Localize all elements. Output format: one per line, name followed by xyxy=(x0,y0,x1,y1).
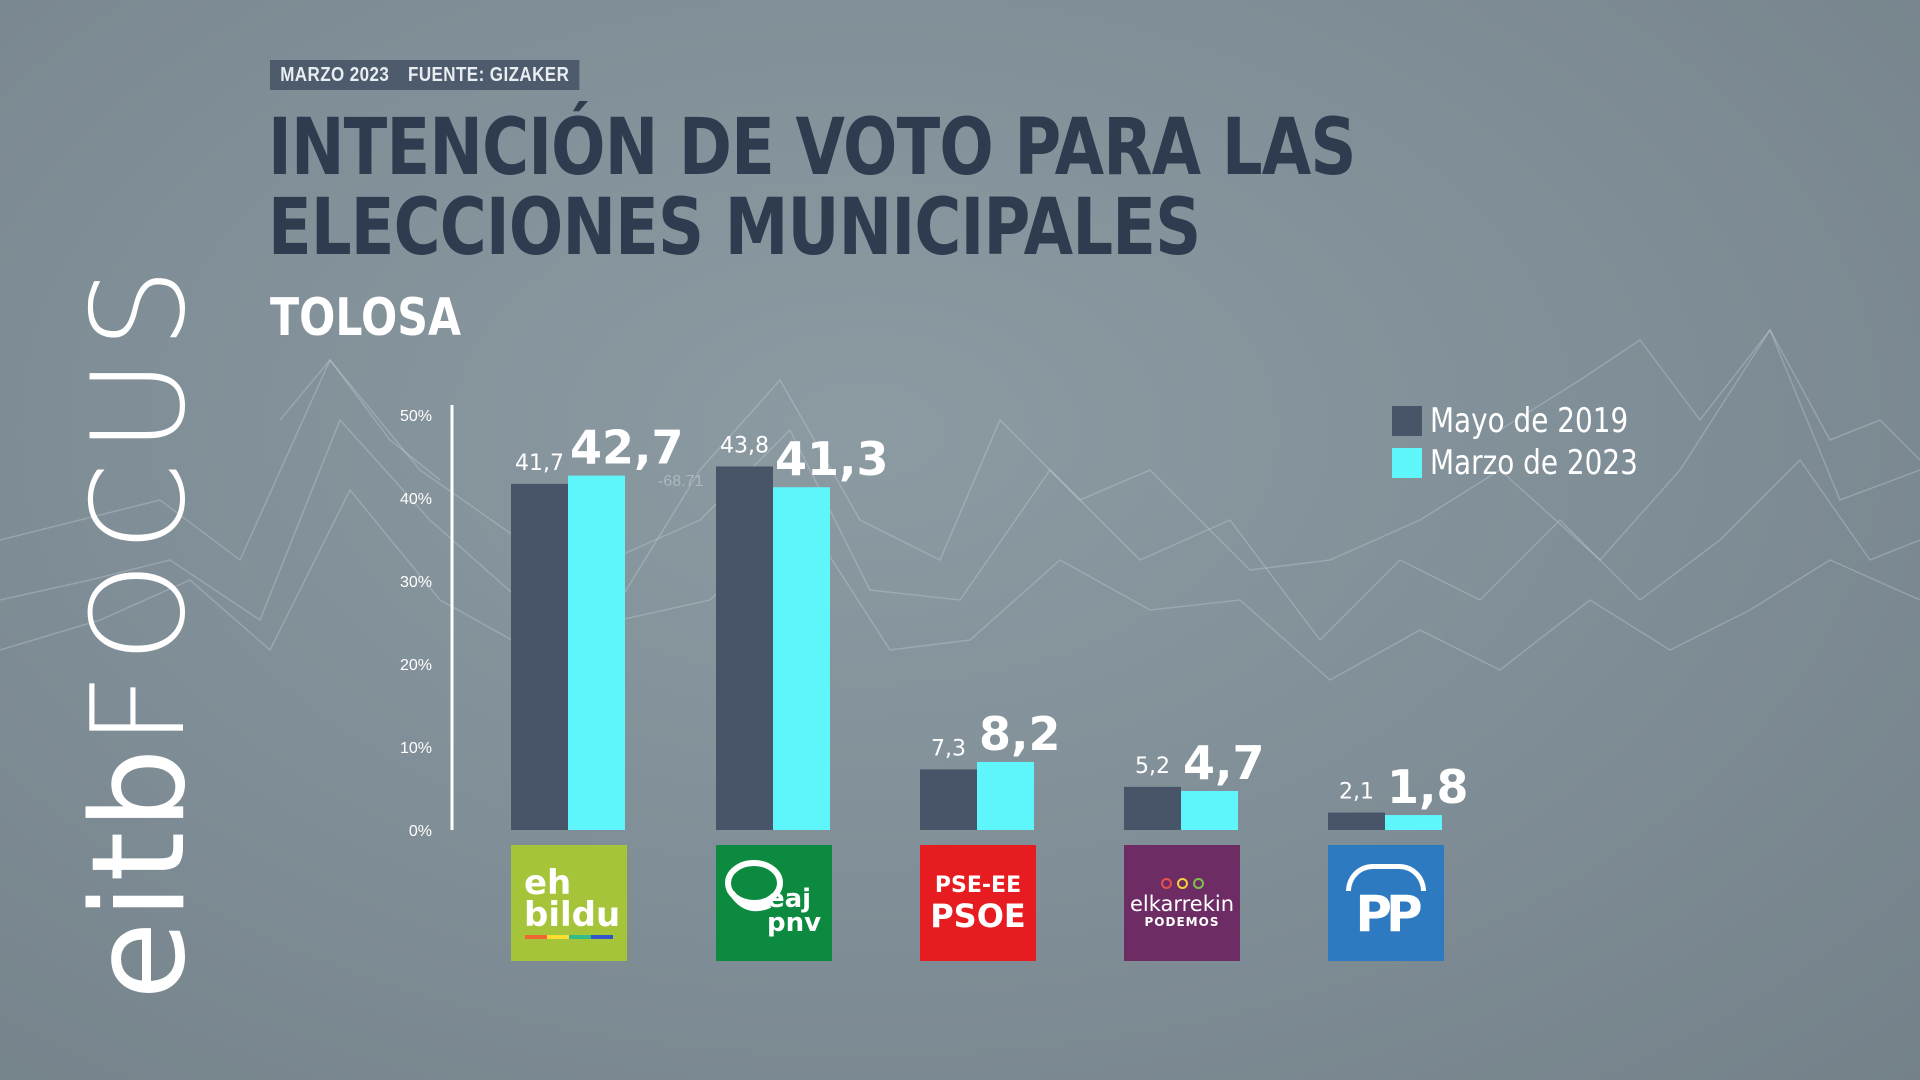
legend-swatch-2019 xyxy=(1392,406,1422,436)
legend: Mayo de 2019 Marzo de 2023 xyxy=(1392,400,1683,484)
data-label-2023: 1,8 xyxy=(1387,760,1469,814)
pse-ee-psoe-logo: PSE-EE PSOE xyxy=(920,845,1036,961)
data-label-2023: 4,7 xyxy=(1183,736,1265,790)
legend-item-2023: Marzo de 2023 xyxy=(1392,442,1683,484)
bar-2019 xyxy=(511,483,568,830)
bar-2019 xyxy=(1124,786,1181,830)
legend-label-2019: Mayo de 2019 xyxy=(1430,401,1629,441)
data-label-2023: 41,3 xyxy=(775,432,889,486)
podemos-dots-icon xyxy=(1160,877,1204,889)
y-tick-label: 30% xyxy=(400,574,432,591)
data-label-2019: 41,7 xyxy=(515,451,564,476)
data-label-2019: 43,8 xyxy=(720,433,769,458)
page-title: INTENCIÓN DE VOTO PARA LAS ELECCIONES MU… xyxy=(268,103,1356,273)
elkarrekin-podemos-logo: elkarrekin PODEMOS xyxy=(1124,845,1240,961)
bildu-line1: eh xyxy=(524,863,572,903)
bar-2023 xyxy=(977,761,1034,830)
y-tick-label: 0% xyxy=(409,823,432,840)
y-tick-label: 40% xyxy=(400,491,432,508)
bildu-color-stripe xyxy=(525,935,613,939)
y-tick-label: 50% xyxy=(400,408,432,425)
data-label-2019: 5,2 xyxy=(1135,754,1170,779)
bar-2019 xyxy=(1328,812,1385,830)
pp-logo: PP xyxy=(1328,845,1444,961)
y-tick-label: 20% xyxy=(400,657,432,674)
bar-2023 xyxy=(773,487,830,830)
psoe-line1: PSE-EE xyxy=(934,873,1022,898)
background-value-text: -68.71 xyxy=(658,473,703,490)
podemos-line2: PODEMOS xyxy=(1144,914,1220,929)
data-label-2023: 42,7 xyxy=(570,421,684,475)
psoe-line2: PSOE xyxy=(930,897,1026,935)
pp-text: PP xyxy=(1355,884,1422,943)
bar-2023 xyxy=(1385,815,1442,830)
meta-date: MARZO 2023 xyxy=(280,64,390,86)
bar-2023 xyxy=(1181,790,1238,830)
bar-2019 xyxy=(920,769,977,830)
data-label-2019: 7,3 xyxy=(931,736,966,761)
y-tick-label: 10% xyxy=(400,740,432,757)
data-label-2019: 2,1 xyxy=(1339,780,1374,805)
page-subtitle: TOLOSA xyxy=(270,288,461,348)
legend-swatch-2023 xyxy=(1392,448,1422,478)
pnv-emblem-icon xyxy=(725,860,783,911)
pnv-line2: pnv xyxy=(766,908,822,938)
meta-tag: MARZO 2023 FUENTE: GIZAKER xyxy=(270,60,580,90)
bildu-line2: bildu xyxy=(524,895,621,935)
meta-source: FUENTE: GIZAKER xyxy=(408,64,570,86)
eh-bildu-logo: eh bildu xyxy=(511,845,627,961)
data-label-2023: 8,2 xyxy=(979,707,1061,761)
legend-item-2019: Mayo de 2019 xyxy=(1392,400,1683,442)
bar-2023 xyxy=(568,475,625,830)
bar-2019 xyxy=(716,466,773,830)
legend-label-2023: Marzo de 2023 xyxy=(1430,443,1638,483)
podemos-line1: elkarrekin xyxy=(1129,891,1235,916)
eaj-pnv-logo: eaj pnv xyxy=(716,845,832,961)
